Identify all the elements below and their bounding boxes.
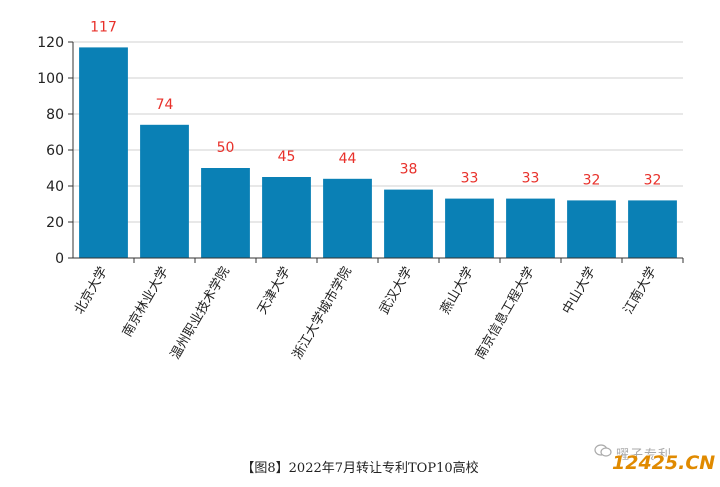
data-label: 38 bbox=[400, 162, 418, 178]
bars bbox=[79, 47, 677, 259]
y-tick-label: 0 bbox=[55, 251, 64, 267]
bar bbox=[323, 178, 372, 258]
data-label: 117 bbox=[90, 19, 117, 35]
y-tick-label: 120 bbox=[37, 35, 64, 51]
x-tick-label: 天津大学 bbox=[254, 264, 294, 317]
data-label: 32 bbox=[644, 172, 662, 188]
x-tick-label: 北京大学 bbox=[71, 264, 111, 317]
watermark-site: 12425.CN bbox=[612, 452, 716, 474]
bar bbox=[445, 198, 494, 258]
bar bbox=[201, 168, 250, 258]
bar-chart: 117 74 50 45 44 38 33 33 32 32 0 20 40 60 80 100 120 北京大… bbox=[37, 19, 684, 362]
data-label: 33 bbox=[461, 171, 479, 187]
bar bbox=[79, 47, 128, 259]
data-label: 74 bbox=[156, 97, 174, 113]
y-tick-label: 60 bbox=[46, 143, 64, 159]
x-tick-label: 南京信息工程大学 bbox=[472, 264, 538, 362]
x-tick-label: 江南大学 bbox=[620, 264, 660, 317]
watermark-account: 曜子专利 bbox=[616, 448, 673, 463]
y-tick-label: 80 bbox=[46, 107, 64, 123]
bar bbox=[628, 200, 677, 258]
x-tick-label: 南京林业大学 bbox=[119, 264, 172, 340]
data-label: 32 bbox=[583, 172, 601, 188]
chart-caption: 【图8】2022年7月转让专利TOP10高校 bbox=[241, 461, 479, 476]
bar bbox=[567, 200, 616, 258]
x-tick-label: 浙江大学城市学院 bbox=[289, 264, 355, 362]
bar bbox=[262, 177, 311, 258]
y-tick-label: 20 bbox=[46, 215, 64, 231]
x-tick-label: 中山大学 bbox=[559, 264, 599, 317]
chat-bubble-icon bbox=[594, 444, 612, 457]
data-label: 45 bbox=[278, 149, 296, 165]
x-tick-label: 温州职业技术学院 bbox=[167, 264, 233, 362]
x-tick-label: 武汉大学 bbox=[376, 264, 416, 317]
bar bbox=[140, 124, 189, 258]
data-label: 50 bbox=[217, 140, 235, 156]
x-tick-label: 燕山大学 bbox=[437, 264, 477, 317]
data-labels: 117 74 50 45 44 38 33 33 32 32 bbox=[90, 19, 661, 188]
y-tick-label: 100 bbox=[37, 71, 64, 87]
bar bbox=[384, 189, 433, 258]
data-label: 44 bbox=[339, 151, 357, 167]
y-tick-label: 40 bbox=[46, 179, 64, 195]
data-label: 33 bbox=[522, 171, 540, 187]
bar bbox=[506, 198, 555, 258]
